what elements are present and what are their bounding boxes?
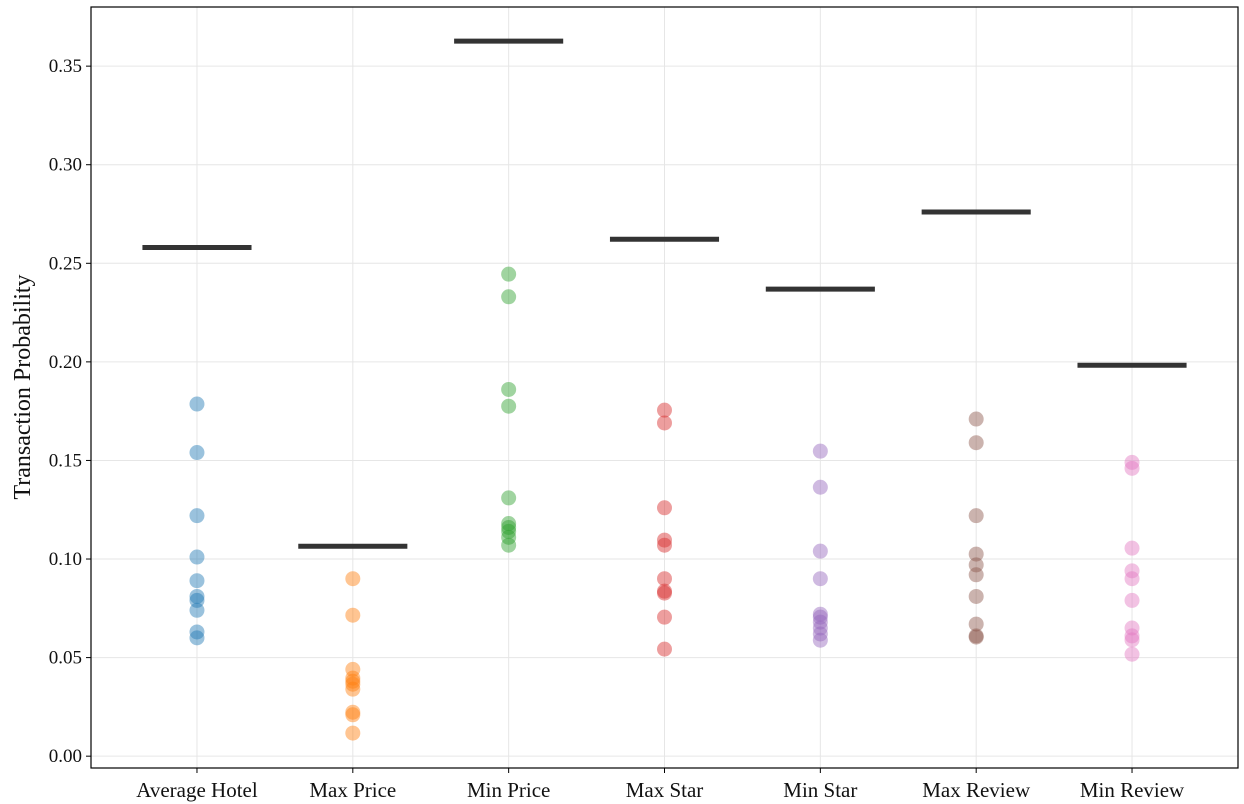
data-point xyxy=(657,641,672,657)
x-tick-label: Min Star xyxy=(783,778,857,802)
y-tick-label: 0.10 xyxy=(49,549,82,570)
data-point xyxy=(189,573,205,589)
y-tick-label: 0.05 xyxy=(49,648,82,669)
data-point xyxy=(1124,454,1140,470)
y-tick-label: 0.35 xyxy=(49,56,82,77)
data-point xyxy=(968,629,984,645)
data-point xyxy=(812,614,828,630)
data-point xyxy=(812,626,828,642)
data-point xyxy=(189,396,205,412)
data-point xyxy=(812,571,828,587)
data-point xyxy=(657,583,672,599)
data-point xyxy=(1124,571,1140,587)
x-tick-label: Min Review xyxy=(1080,778,1185,802)
data-point xyxy=(345,676,361,692)
data-point xyxy=(1124,592,1140,608)
x-tick-label: Max Review xyxy=(922,778,1031,802)
data-point xyxy=(812,543,828,559)
data-point xyxy=(1124,563,1140,579)
data-point xyxy=(657,571,672,587)
data-point xyxy=(657,585,672,601)
data-point xyxy=(657,402,672,418)
data-point xyxy=(968,557,984,573)
data-point xyxy=(812,632,828,648)
data-point xyxy=(657,500,672,516)
x-tick-label: Max Star xyxy=(626,778,704,802)
data-point xyxy=(501,529,517,545)
data-point xyxy=(812,620,828,636)
data-point xyxy=(1124,632,1140,648)
y-tick-label: 0.20 xyxy=(49,352,82,373)
data-point xyxy=(501,289,517,305)
data-point xyxy=(501,537,517,553)
data-point xyxy=(812,479,828,495)
data-point xyxy=(501,490,517,506)
y-tick-label: 0.30 xyxy=(49,155,82,176)
data-point xyxy=(812,606,828,622)
data-point xyxy=(968,567,984,583)
data-point xyxy=(968,588,984,604)
y-tick-label: 0.00 xyxy=(49,746,82,767)
data-point xyxy=(345,673,361,689)
data-point xyxy=(189,549,205,565)
data-point xyxy=(189,508,205,524)
data-point xyxy=(501,398,517,414)
data-point xyxy=(968,546,984,562)
data-point xyxy=(345,571,361,587)
data-point xyxy=(189,588,205,604)
data-point xyxy=(1124,460,1140,476)
data-point xyxy=(345,707,361,723)
y-axis-label: Transaction Probability xyxy=(10,274,36,499)
data-point xyxy=(345,670,361,686)
plot-frame xyxy=(90,6,1239,769)
y-tick-label: 0.25 xyxy=(49,253,82,274)
data-point xyxy=(501,523,517,539)
x-tick-label: Min Price xyxy=(467,778,550,802)
x-tick-label: Max Price xyxy=(309,778,396,802)
data-point xyxy=(189,602,205,618)
data-point xyxy=(345,681,361,697)
data-point xyxy=(1124,540,1140,556)
data-point xyxy=(345,607,361,623)
data-point xyxy=(657,537,672,553)
data-point xyxy=(657,415,672,431)
data-point xyxy=(657,609,672,625)
data-point xyxy=(1124,646,1140,662)
y-tick-label: 0.15 xyxy=(49,450,82,471)
data-point xyxy=(189,592,205,608)
data-point xyxy=(501,266,517,282)
data-point xyxy=(1124,628,1140,644)
data-point xyxy=(1124,620,1140,636)
data-point xyxy=(968,616,984,632)
data-point xyxy=(189,445,205,461)
data-point xyxy=(501,381,517,397)
data-point xyxy=(968,628,984,644)
data-point xyxy=(812,609,828,625)
data-point xyxy=(189,630,205,646)
data-point xyxy=(812,443,828,459)
data-point xyxy=(501,516,517,532)
data-point xyxy=(968,508,984,524)
data-point xyxy=(189,624,205,640)
data-point xyxy=(345,704,361,720)
data-point xyxy=(345,725,361,741)
data-point xyxy=(968,435,984,451)
x-tick-label: Average Hotel xyxy=(136,778,258,802)
data-point xyxy=(968,411,984,427)
data-point xyxy=(501,519,517,535)
data-point xyxy=(345,661,361,677)
data-point xyxy=(657,532,672,548)
